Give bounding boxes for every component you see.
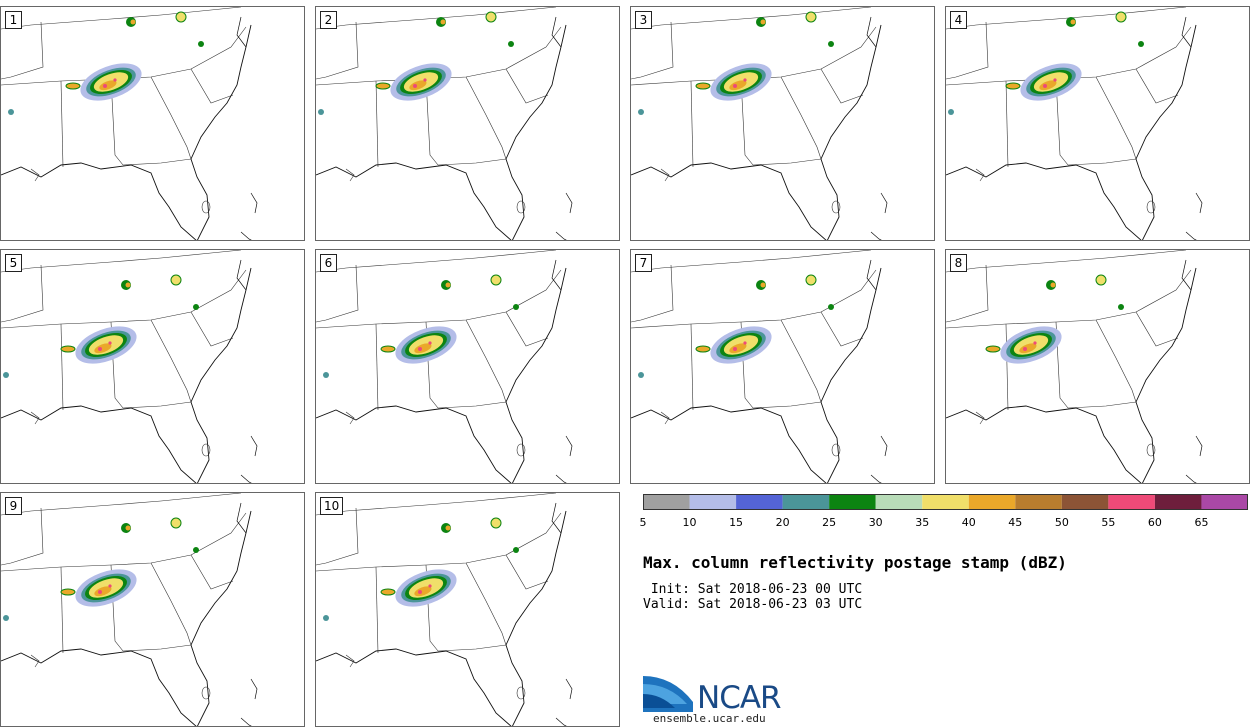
colorbar-swatch — [829, 494, 876, 510]
map-panel: 5 — [0, 249, 305, 484]
colorbar-swatch — [643, 494, 690, 510]
colorbar — [643, 494, 1248, 510]
colorbar-frame — [643, 494, 1248, 510]
map-panel: 2 — [315, 6, 620, 241]
map-basemap — [316, 7, 573, 240]
panel-number: 10 — [320, 497, 344, 515]
map-panel: 3 — [630, 6, 935, 241]
colorbar-tick-label: 65 — [1194, 516, 1209, 529]
colorbar-tick-label: 40 — [961, 516, 976, 529]
panel-number: 4 — [950, 11, 967, 29]
colorbar-swatch — [736, 494, 783, 510]
colorbar-tick-label: 15 — [729, 516, 744, 529]
panel-number: 9 — [5, 497, 22, 515]
map-basemap — [946, 250, 1203, 483]
map-basemap — [1, 250, 258, 483]
map-basemap — [1, 493, 258, 726]
colorbar-swatch — [689, 494, 737, 510]
page-title: Max. column reflectivity postage stamp (… — [643, 553, 1067, 572]
map-basemap — [316, 493, 573, 726]
valid-time: Valid: Sat 2018-06-23 03 UTC — [643, 597, 863, 612]
panel-number: 3 — [635, 11, 652, 29]
logo-url: ensemble.ucar.edu — [653, 712, 766, 725]
colorbar-tick-label: 10 — [682, 516, 697, 529]
map-basemap — [631, 250, 888, 483]
map-panel: 1 — [0, 6, 305, 241]
map-basemap — [316, 250, 573, 483]
panel-number: 8 — [950, 254, 967, 272]
map-panel: 8 — [945, 249, 1250, 484]
panel-number: 2 — [320, 11, 337, 29]
colorbar-swatch — [922, 494, 969, 510]
map-panel: 6 — [315, 249, 620, 484]
logo-text: NCAR — [697, 680, 782, 716]
colorbar-swatch — [875, 494, 923, 510]
colorbar-swatch — [1015, 494, 1062, 510]
panel-number: 1 — [5, 11, 22, 29]
colorbar-tick-label: 25 — [822, 516, 837, 529]
panel-number: 6 — [320, 254, 337, 272]
colorbar-tick-label: 20 — [775, 516, 790, 529]
colorbar-tick-label: 55 — [1101, 516, 1116, 529]
colorbar-swatch — [1201, 494, 1248, 510]
colorbar-swatch — [1061, 494, 1109, 510]
ncar-logo-icon — [643, 676, 693, 712]
map-panel: 7 — [630, 249, 935, 484]
colorbar-swatch — [968, 494, 1016, 510]
map-basemap — [1, 7, 258, 240]
map-panel: 9 — [0, 492, 305, 727]
map-basemap — [946, 7, 1203, 240]
colorbar-tick-label: 5 — [639, 516, 647, 529]
colorbar-swatch — [1154, 494, 1202, 510]
colorbar-tick-label: 50 — [1054, 516, 1069, 529]
colorbar-tick-label: 60 — [1147, 516, 1162, 529]
map-panel: 4 — [945, 6, 1250, 241]
colorbar-tick-label: 30 — [868, 516, 883, 529]
colorbar-tick-label: 35 — [915, 516, 930, 529]
panel-number: 5 — [5, 254, 22, 272]
init-time: Init: Sat 2018-06-23 00 UTC — [643, 582, 863, 597]
map-panel: 10 — [315, 492, 620, 727]
colorbar-swatch — [782, 494, 830, 510]
panel-number: 7 — [635, 254, 652, 272]
colorbar-tick-label: 45 — [1008, 516, 1023, 529]
map-basemap — [631, 7, 888, 240]
colorbar-swatch — [1108, 494, 1155, 510]
